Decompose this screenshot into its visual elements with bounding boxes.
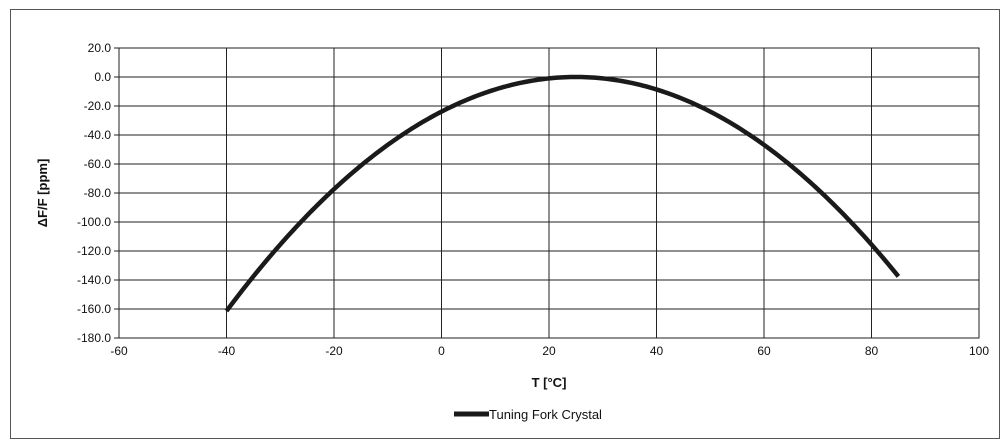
x-tick-label: 20 — [542, 344, 556, 358]
y-tick-label: -160.0 — [77, 302, 111, 316]
y-tick-label: -100.0 — [77, 215, 111, 229]
y-tick-label: -40.0 — [84, 128, 112, 142]
y-tick-label: -180.0 — [77, 331, 111, 345]
x-tick-label: -60 — [110, 344, 128, 358]
y-tick-label: 0.0 — [94, 70, 111, 84]
y-tick-label: -120.0 — [77, 244, 111, 258]
tick-labels: -60 -40 -20 0 20 40 60 80 100 20.0 0.0 -20.0 -40.0 -6… — [77, 41, 989, 358]
x-tick-label: 100 — [969, 344, 989, 358]
y-axis-title: ΔF/F [ppm] — [35, 159, 50, 228]
y-tick-label: -80.0 — [84, 186, 112, 200]
chart-frame: -60 -40 -20 0 20 40 60 80 100 20.0 0.0 -20.0 -40.0 -6… — [10, 9, 1000, 439]
series-layer — [224, 74, 901, 313]
y-tick-label: -20.0 — [84, 99, 112, 113]
y-tick-label: 20.0 — [88, 41, 112, 55]
y-tick-label: -140.0 — [77, 273, 111, 287]
x-tick-label: 0 — [438, 344, 445, 358]
x-tick-label: 40 — [650, 344, 664, 358]
x-tick-label: 60 — [757, 344, 771, 358]
chart: -60 -40 -20 0 20 40 60 80 100 20.0 0.0 -20.0 -40.0 -6… — [35, 41, 989, 422]
x-axis-title: T [°C] — [532, 375, 567, 390]
y-tick-label: -60.0 — [84, 157, 112, 171]
x-tick-label: -40 — [218, 344, 236, 358]
legend-label: Tuning Fork Crystal — [489, 407, 602, 422]
x-tick-label: 80 — [865, 344, 879, 358]
legend: Tuning Fork Crystal — [454, 407, 602, 422]
x-tick-label: -20 — [325, 344, 343, 358]
series-line-tuning-fork-crystal — [224, 74, 901, 313]
